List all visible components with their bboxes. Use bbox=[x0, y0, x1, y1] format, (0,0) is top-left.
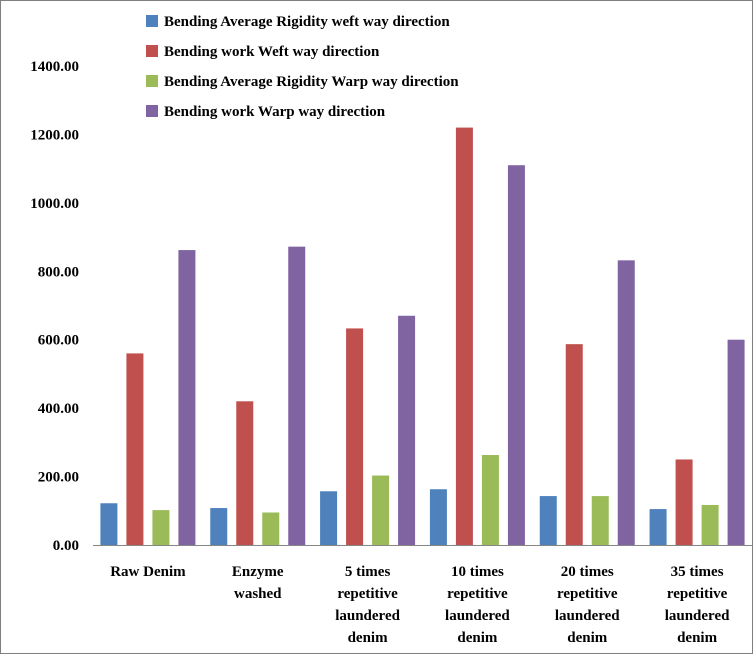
bar-series-4-category-3 bbox=[398, 315, 416, 545]
y-tick-label: 1200.00 bbox=[30, 127, 79, 143]
y-tick-label: 800.00 bbox=[38, 264, 79, 280]
x-tick-label: denim bbox=[677, 630, 718, 646]
bar-series-4-category-4 bbox=[507, 165, 525, 545]
x-axis: Raw Denim Enzyme washed 5 times repetitive la… bbox=[93, 545, 752, 646]
bar-series-1-category-6 bbox=[649, 509, 667, 545]
x-tick-label: repetitive bbox=[557, 586, 618, 602]
y-tick-label: 1000.00 bbox=[30, 196, 79, 212]
x-tick-label: denim bbox=[348, 630, 389, 646]
bar-series-4-category-1 bbox=[178, 250, 196, 545]
bars bbox=[100, 127, 745, 545]
legend-label: Bending work Warp way direction bbox=[164, 104, 386, 120]
x-tick-label: laundered bbox=[665, 608, 730, 624]
x-tick-label: denim bbox=[457, 630, 498, 646]
bar-series-1-category-1 bbox=[100, 503, 118, 545]
y-axis: 0.00 200.00 400.00 600.00 800.00 1000.00 1200.… bbox=[30, 59, 79, 554]
x-tick-label: 5 times bbox=[345, 564, 391, 580]
bar-series-3-category-6 bbox=[701, 504, 719, 545]
legend-label: Bending Average Rigidity weft way direct… bbox=[164, 14, 450, 30]
bar-series-4-category-2 bbox=[288, 246, 306, 545]
bar-series-2-category-6 bbox=[675, 459, 693, 545]
x-tick-label: Enzyme bbox=[232, 564, 284, 580]
bar-series-1-category-2 bbox=[210, 508, 228, 545]
bar-series-4-category-6 bbox=[727, 339, 745, 545]
x-tick-label: denim bbox=[567, 630, 608, 646]
bar-series-2-category-4 bbox=[455, 127, 473, 545]
x-tick-label: 20 times bbox=[561, 564, 614, 580]
bar-series-1-category-4 bbox=[429, 489, 447, 545]
bar-series-3-category-2 bbox=[262, 512, 280, 545]
legend-swatch bbox=[146, 15, 158, 27]
x-tick-label: Raw Denim bbox=[110, 564, 186, 580]
x-tick-label: repetitive bbox=[337, 586, 398, 602]
bar-series-2-category-5 bbox=[565, 344, 583, 545]
y-tick-label: 600.00 bbox=[38, 333, 79, 349]
bar-series-3-category-4 bbox=[481, 455, 499, 545]
bar-series-4-category-5 bbox=[617, 260, 635, 545]
y-tick-label: 0.00 bbox=[53, 538, 79, 554]
x-tick-label: 35 times bbox=[671, 564, 724, 580]
legend-swatch bbox=[146, 45, 158, 57]
bar-series-3-category-5 bbox=[591, 496, 609, 545]
x-tick-label: 10 times bbox=[451, 564, 504, 580]
legend-label: Bending Average Rigidity Warp way direct… bbox=[164, 74, 459, 90]
y-tick-label: 200.00 bbox=[38, 470, 79, 486]
bar-series-2-category-1 bbox=[126, 353, 144, 545]
legend-swatch bbox=[146, 75, 158, 87]
legend-swatch bbox=[146, 105, 158, 117]
x-tick-label: laundered bbox=[335, 608, 400, 624]
bar-series-2-category-3 bbox=[346, 328, 364, 545]
bar-series-1-category-5 bbox=[539, 496, 557, 545]
legend: Bending Average Rigidity weft way direct… bbox=[146, 14, 459, 120]
bar-series-1-category-3 bbox=[320, 491, 338, 545]
x-tick-label: washed bbox=[234, 586, 282, 602]
x-tick-label: laundered bbox=[445, 608, 510, 624]
x-tick-label: repetitive bbox=[447, 586, 508, 602]
bar-series-2-category-2 bbox=[236, 401, 254, 545]
x-tick-label: laundered bbox=[555, 608, 620, 624]
y-tick-label: 1400.00 bbox=[30, 59, 79, 75]
x-tick-label: repetitive bbox=[667, 586, 728, 602]
y-tick-label: 400.00 bbox=[38, 401, 79, 417]
bar-series-3-category-3 bbox=[372, 475, 390, 545]
bar-series-3-category-1 bbox=[152, 510, 170, 545]
legend-label: Bending work Weft way direction bbox=[164, 44, 380, 60]
